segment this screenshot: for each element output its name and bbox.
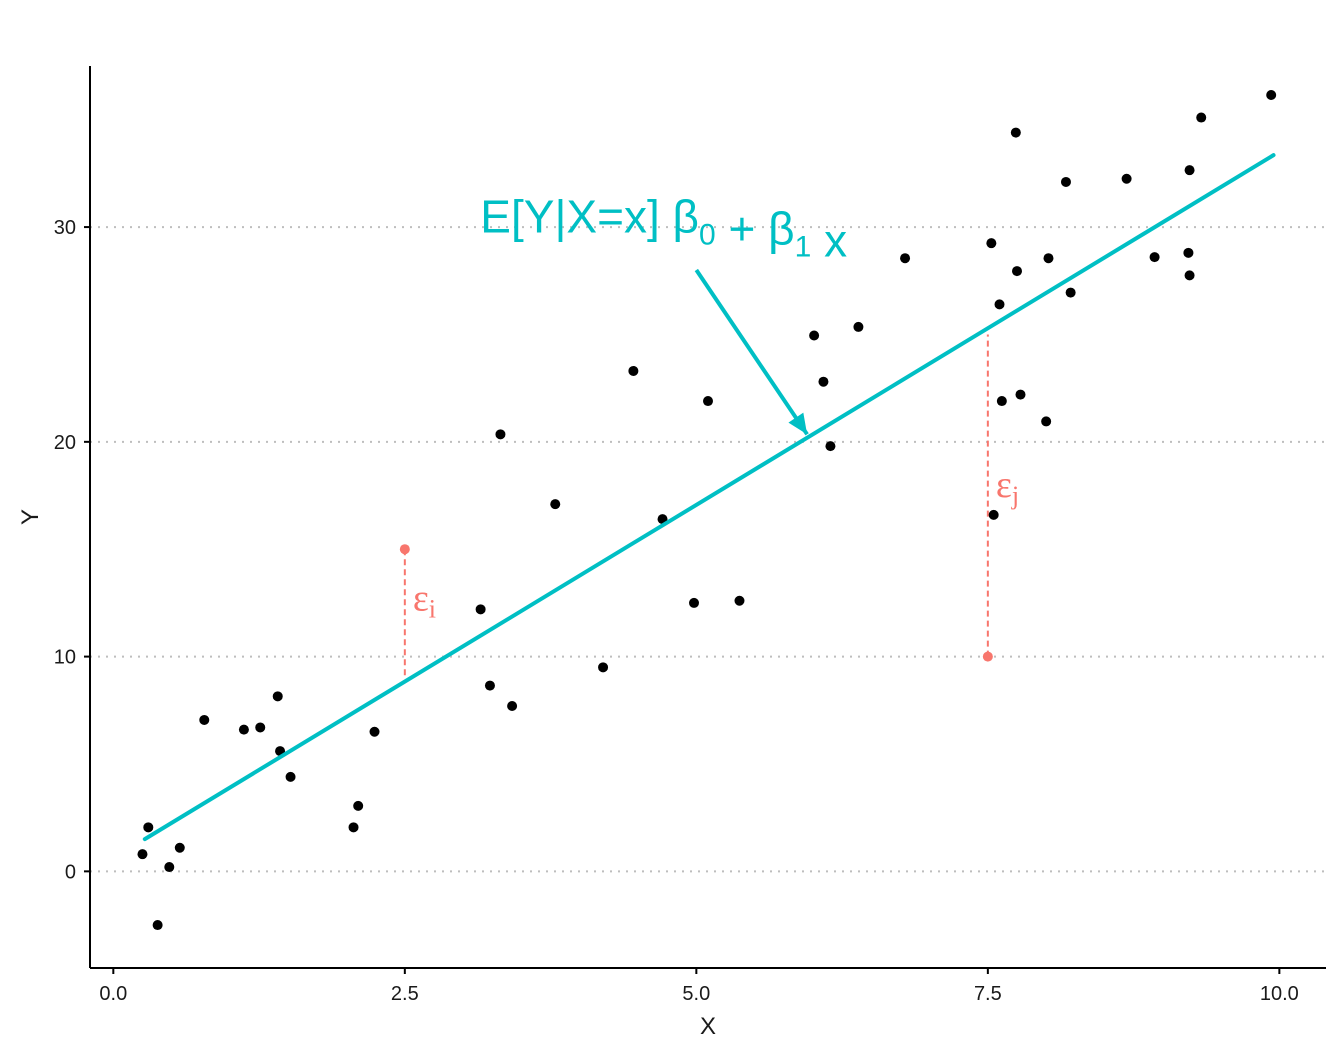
data-point: [238, 724, 249, 735]
data-point: [1183, 247, 1194, 258]
data-point: [143, 822, 154, 833]
data-point: [369, 726, 380, 737]
y-tick-label: 30: [54, 217, 76, 239]
data-point: [1010, 127, 1021, 138]
annotations: εi εj E[Y|X=x] β0 + β1 x: [413, 190, 1019, 623]
data-point: [703, 396, 713, 407]
x-axis-title: X: [700, 1013, 716, 1040]
data-point: [809, 330, 820, 341]
axes: [89, 66, 1326, 969]
data-point: [164, 862, 175, 873]
tick-labels: 0 10 20 30 0.0 2.5 5.0 7.5 10.0: [54, 217, 1299, 1005]
data-point: [825, 441, 836, 452]
x-tick-label: 7.5: [974, 983, 1002, 1005]
y-tick-label: 0: [65, 861, 76, 883]
data-point: [628, 365, 639, 376]
data-point: [1015, 389, 1026, 400]
data-point: [1149, 252, 1160, 263]
data-point: [689, 597, 700, 608]
data-point: [152, 920, 163, 931]
data-point: [994, 299, 1005, 310]
data-point: [484, 680, 495, 691]
residual-label: εj: [996, 464, 1019, 510]
x-tick-label: 0.0: [99, 983, 127, 1005]
x-tick-label: 10.0: [1260, 983, 1299, 1005]
data-point: [507, 700, 518, 711]
data-point: [1184, 270, 1195, 281]
y-axis-title: Y: [17, 509, 44, 525]
data-point: [495, 429, 506, 440]
data-point: [1196, 112, 1207, 123]
regression-label: E[Y|X=x] β0 + β1 x: [480, 190, 847, 266]
data-point: [986, 238, 997, 249]
residuals: [399, 334, 993, 679]
annotation-arrowhead: [788, 412, 808, 435]
data-point: [353, 800, 364, 811]
data-point: [734, 595, 745, 606]
regression-line-group: [142, 153, 1276, 842]
y-tick-label: 20: [54, 432, 76, 454]
data-point: [1065, 287, 1076, 298]
residual-label: εi: [413, 578, 436, 624]
data-point: [550, 499, 561, 510]
data-point: [199, 714, 210, 725]
data-point: [1012, 266, 1022, 277]
residual-point: [399, 544, 410, 555]
data-point: [475, 604, 486, 615]
data-point: [174, 842, 185, 853]
data-point: [255, 722, 266, 733]
data-point: [1266, 89, 1277, 100]
y-tick-label: 10: [54, 647, 76, 669]
data-point: [598, 662, 609, 673]
data-point: [1043, 253, 1054, 264]
data-point: [285, 771, 296, 782]
data-point: [996, 396, 1007, 407]
x-tick-label: 2.5: [391, 983, 419, 1005]
data-point: [1041, 416, 1052, 427]
data-point: [1060, 176, 1071, 187]
data-point: [818, 376, 829, 387]
data-point: [1121, 173, 1132, 184]
data-point: [853, 321, 864, 332]
annotation-arrow: [694, 268, 809, 436]
data-point: [900, 253, 911, 264]
residual-point: [982, 651, 993, 662]
data-point: [988, 509, 999, 520]
data-point: [348, 822, 359, 833]
data-point: [137, 849, 148, 860]
data-point: [272, 691, 283, 702]
data-point: [1184, 165, 1195, 176]
data-points: [137, 89, 1277, 931]
gridlines: [90, 226, 1326, 873]
x-tick-label: 5.0: [682, 983, 710, 1005]
regression-line: [142, 153, 1276, 842]
